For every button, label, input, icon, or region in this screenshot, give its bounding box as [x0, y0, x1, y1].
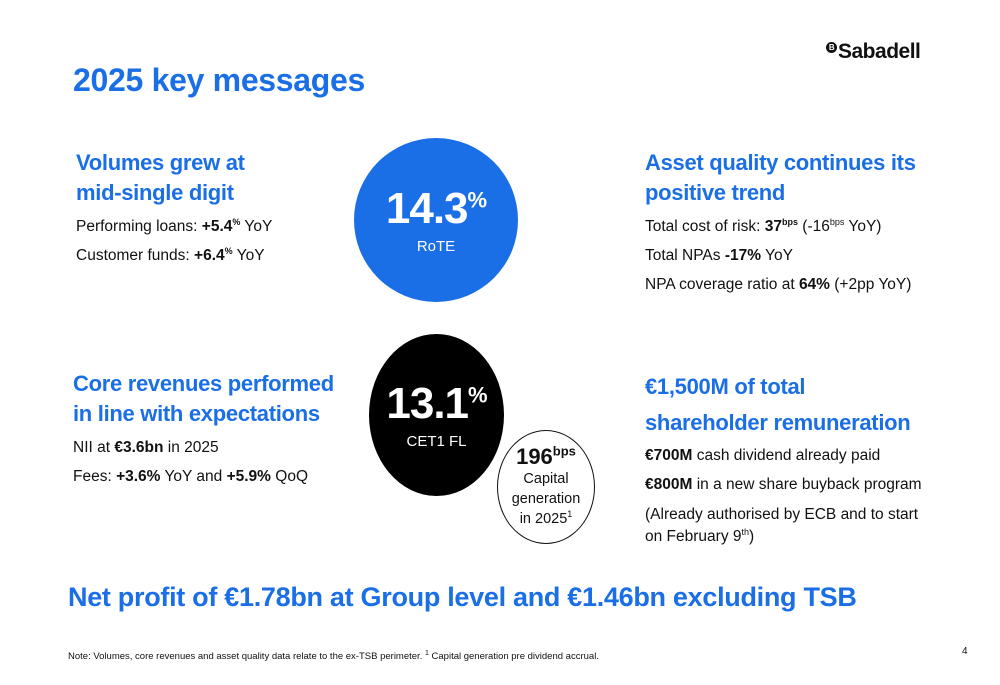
- rote-label: RoTE: [416, 237, 456, 255]
- sabadell-logo-icon: B: [826, 42, 837, 53]
- footnote: Note: Volumes, core revenues and asset q…: [68, 649, 599, 662]
- coverage-line: NPA coverage ratio at 64% (+2pp YoY): [645, 276, 912, 293]
- capital-generation-label: Capital generation in 20251: [511, 471, 581, 527]
- asset-quality-heading: Asset quality continues its positive tre…: [645, 150, 916, 205]
- rote-circle: 14.3% RoTE: [354, 138, 518, 302]
- page-number: 4: [962, 646, 968, 657]
- remuneration-block: €1,500M of total shareholder remuneratio…: [645, 369, 922, 548]
- asset-quality-block: Asset quality continues its positive tre…: [645, 148, 916, 299]
- cet1-value: 13.1%: [386, 378, 487, 428]
- capital-generation-value: 196bps: [516, 443, 576, 469]
- capital-generation-circle: 196bps Capital generation in 20251: [497, 430, 595, 544]
- cost-of-risk-line: Total cost of risk: 37bps (-16bps YoY): [645, 216, 882, 235]
- customer-funds-line: Customer funds: +6.4% YoY: [76, 245, 265, 264]
- cet1-label: CET1 FL: [406, 432, 467, 450]
- volumes-heading: Volumes grew at mid-single digit: [76, 150, 245, 205]
- buyback-note: (Already authorised by ECB and to start …: [645, 506, 919, 545]
- sabadell-logo: B Sabadell: [826, 40, 921, 64]
- buyback-line: €800M in a new share buyback program: [645, 476, 922, 493]
- net-profit-banner: Net profit of €1.78bn at Group level and…: [68, 582, 857, 612]
- core-revenues-heading: Core revenues performed in line with exp…: [73, 371, 334, 426]
- core-revenues-block: Core revenues performed in line with exp…: [73, 369, 334, 491]
- rote-value: 14.3%: [385, 183, 487, 233]
- cet1-circle: 13.1% CET1 FL: [369, 334, 504, 496]
- logo-text: Sabadell: [838, 40, 921, 63]
- cash-dividend-line: €700M cash dividend already paid: [645, 447, 881, 464]
- volumes-block: Volumes grew at mid-single digit Perform…: [76, 148, 272, 270]
- remuneration-heading: €1,500M of total shareholder remuneratio…: [645, 374, 911, 435]
- nii-line: NII at €3.6bn in 2025: [73, 439, 219, 456]
- npa-line: Total NPAs -17% YoY: [645, 247, 793, 264]
- fees-line: Fees: +3.6% YoY and +5.9% QoQ: [73, 468, 309, 485]
- performing-loans-line: Performing loans: +5.4% YoY: [76, 216, 273, 235]
- page-title: 2025 key messages: [73, 62, 366, 98]
